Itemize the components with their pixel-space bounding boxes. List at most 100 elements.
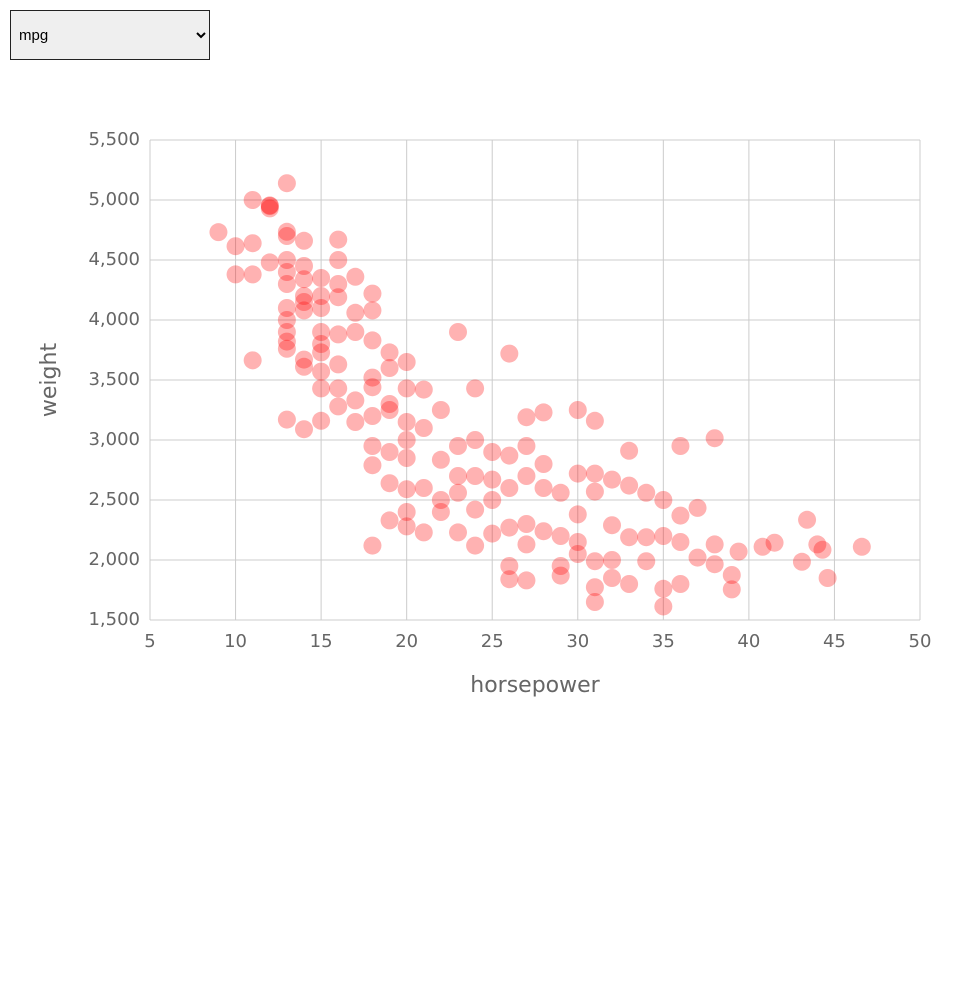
point — [688, 548, 707, 567]
x-tick-label: 40 — [737, 631, 760, 652]
point — [295, 231, 313, 250]
point — [380, 343, 399, 362]
point — [620, 441, 639, 460]
point — [312, 299, 331, 317]
point — [397, 413, 416, 431]
point — [295, 301, 313, 320]
point — [277, 410, 296, 429]
point — [363, 456, 382, 475]
point — [654, 491, 673, 509]
point — [243, 351, 262, 370]
point — [449, 323, 467, 341]
point — [585, 578, 604, 597]
point — [414, 523, 433, 542]
point — [585, 482, 604, 501]
y-tick-label: 1,500 — [88, 609, 140, 630]
point — [380, 359, 399, 377]
point — [346, 413, 365, 431]
point — [397, 480, 416, 499]
point — [243, 234, 262, 253]
point — [603, 516, 621, 535]
point — [500, 557, 519, 575]
point — [517, 571, 536, 590]
point — [363, 536, 382, 555]
point — [808, 535, 827, 554]
point — [551, 557, 570, 575]
point — [414, 380, 433, 399]
point — [585, 411, 604, 430]
point — [654, 597, 673, 616]
y-tick-label: 3,500 — [88, 369, 140, 390]
x-tick-label: 30 — [566, 631, 589, 652]
point — [671, 506, 690, 525]
point — [260, 253, 279, 272]
y-tick-label: 2,000 — [88, 549, 140, 570]
point — [414, 479, 433, 497]
point — [654, 579, 673, 598]
point — [329, 325, 348, 344]
point — [466, 379, 485, 398]
point — [449, 437, 467, 455]
point — [585, 552, 604, 571]
x-tick-label: 35 — [652, 631, 675, 652]
point — [431, 450, 450, 469]
point — [397, 503, 416, 521]
point — [431, 401, 450, 419]
point — [295, 257, 313, 275]
point — [312, 343, 331, 362]
point — [277, 311, 296, 329]
field-dropdown[interactable]: mpg — [10, 10, 210, 60]
y-tick-label: 2,500 — [88, 489, 140, 510]
point — [277, 299, 296, 317]
point — [500, 570, 519, 589]
point — [722, 566, 741, 584]
x-axis-title: horsepower — [470, 673, 600, 698]
point — [397, 431, 416, 449]
point — [295, 420, 313, 439]
point — [329, 355, 348, 374]
point — [295, 357, 313, 376]
x-tick-label: 5 — [144, 631, 155, 652]
point — [329, 230, 348, 249]
x-tick-label: 15 — [310, 631, 333, 652]
point — [397, 517, 416, 536]
point — [226, 237, 245, 256]
point — [620, 476, 639, 495]
point — [363, 368, 382, 387]
point — [380, 511, 399, 530]
point — [449, 483, 467, 502]
point — [363, 378, 382, 397]
point — [277, 275, 296, 293]
point — [449, 523, 467, 542]
point — [295, 270, 313, 289]
point — [637, 483, 656, 502]
point — [603, 569, 621, 587]
point — [585, 593, 604, 611]
point — [753, 537, 772, 556]
point — [517, 437, 536, 455]
point — [363, 407, 382, 425]
point — [705, 429, 724, 448]
point — [397, 353, 416, 371]
point — [329, 251, 348, 269]
point — [620, 528, 639, 547]
point — [277, 222, 296, 241]
point — [722, 580, 741, 599]
point — [517, 467, 536, 485]
point — [312, 411, 331, 430]
point — [295, 350, 313, 369]
point — [466, 467, 485, 485]
point — [329, 379, 348, 398]
point — [312, 323, 331, 341]
point — [500, 518, 519, 537]
y-tick-label: 4,500 — [88, 249, 140, 270]
point — [551, 527, 570, 545]
point — [380, 395, 399, 413]
point — [346, 303, 365, 322]
point — [568, 505, 587, 524]
point — [671, 437, 690, 455]
point — [466, 536, 485, 555]
point — [551, 483, 570, 502]
point — [483, 491, 502, 509]
